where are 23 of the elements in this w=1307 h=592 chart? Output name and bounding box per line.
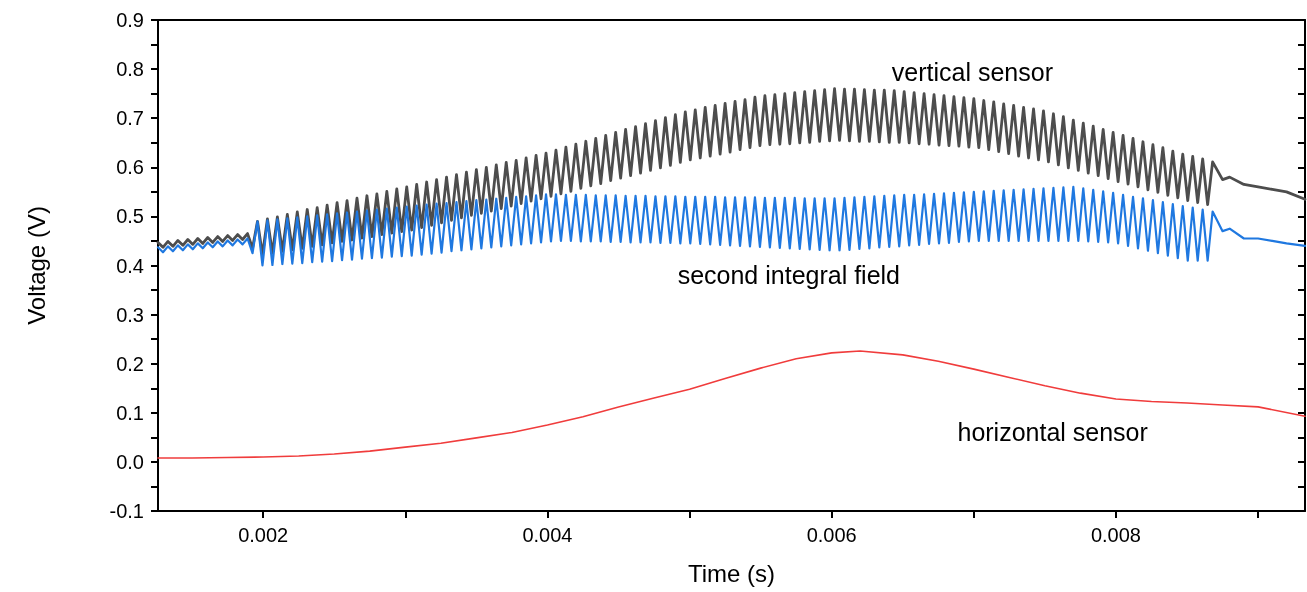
y-tick-label: 0.8 (116, 58, 144, 81)
y-tick-label: 0.3 (116, 303, 144, 326)
series-label: horizontal sensor (957, 418, 1148, 447)
x-tick-label: 0.008 (1090, 524, 1141, 546)
y-tick-label: 0.4 (116, 254, 144, 277)
series-label: vertical sensor (891, 57, 1053, 86)
line-series (157, 350, 1306, 459)
x-tick-label: 0.002 (238, 524, 289, 546)
x-tick-label: 0.006 (806, 524, 857, 546)
x-tick-label: 0.004 (522, 524, 573, 546)
line-series (156, 87, 1307, 257)
y-tick-label: -0.1 (109, 500, 144, 522)
y-tick-label: 0.1 (116, 401, 144, 424)
line-series (156, 185, 1307, 267)
x-axis-title: Time (s) (687, 559, 776, 587)
y-axis-title: Voltage (V) (22, 206, 50, 325)
y-tick-label: 0.2 (116, 352, 144, 375)
y-tick-label: 0.6 (116, 156, 144, 179)
y-tick-label: 0.9 (116, 9, 144, 31)
y-tick-label: 0.0 (116, 450, 144, 473)
series-label: second integral field (677, 261, 901, 290)
y-tick-label: 0.5 (116, 205, 144, 228)
y-tick-label: 0.7 (116, 107, 144, 130)
